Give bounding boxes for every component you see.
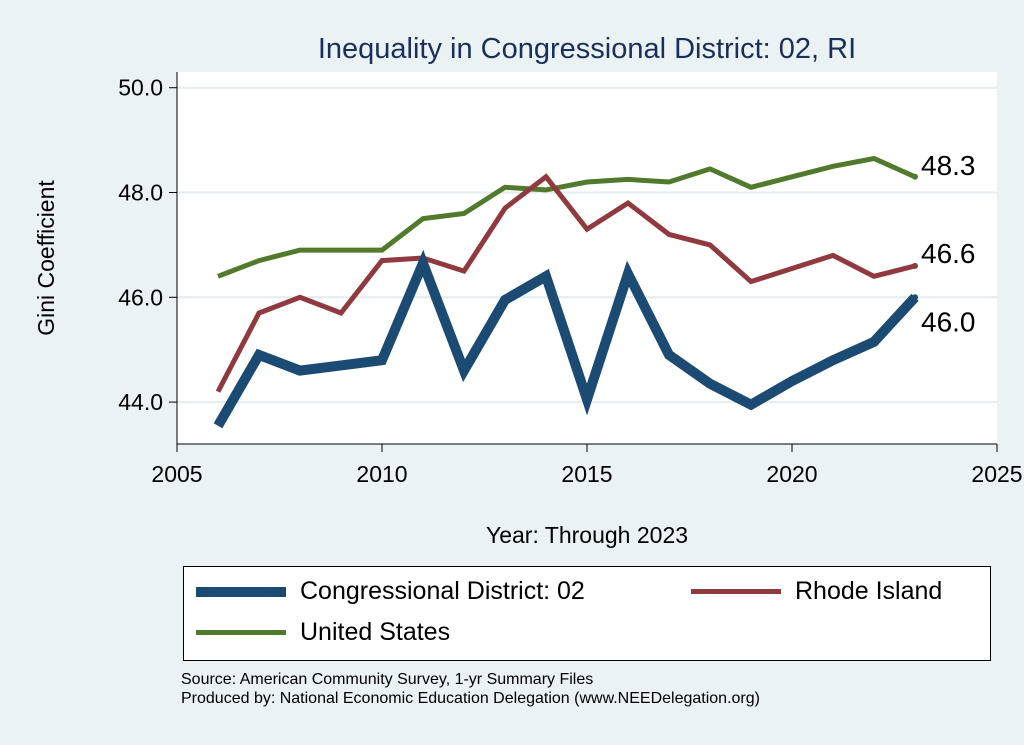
x-axis-title: Year: Through 2023 xyxy=(486,522,688,548)
series-line-0 xyxy=(213,249,919,429)
legend-item-rhode-island: Rhode Island xyxy=(691,577,942,606)
end-label-2: 48.3 xyxy=(921,150,976,181)
producer-note: Produced by: National Economic Education… xyxy=(181,690,760,707)
y-tick-label-44: 44.0 xyxy=(118,389,163,415)
end-label-0: 46.0 xyxy=(921,306,976,337)
end-label-1: 46.6 xyxy=(921,238,976,269)
x-tick-label-2010: 2010 xyxy=(356,461,407,487)
plot-area xyxy=(177,72,997,444)
series-end-marker-2 xyxy=(912,173,918,180)
series-end-marker-1 xyxy=(912,262,918,269)
series-line-1 xyxy=(215,173,916,393)
y-tick-label-46: 46.0 xyxy=(118,284,163,310)
legend-item-district: Congressional District: 02 xyxy=(196,577,585,606)
chart-svg: 44.0 46.0 48.0 50.0 2005 2010 2015 2020 2025 Ineq… xyxy=(33,33,1023,548)
y-tick-label-48: 48.0 xyxy=(118,180,163,206)
legend-label-district: Congressional District: 02 xyxy=(300,577,585,605)
legend: Congressional District: 02 Rhode Island … xyxy=(183,566,991,661)
y-tick-label-50: 50.0 xyxy=(118,75,163,101)
x-tick-label-2020: 2020 xyxy=(766,461,817,487)
series-end-marker-0 xyxy=(912,294,918,301)
source-note: Source: American Community Survey, 1-yr … xyxy=(181,671,594,688)
legend-label-united-states: United States xyxy=(300,618,451,646)
legend-swatch-district xyxy=(196,586,286,597)
x-tick-label-2005: 2005 xyxy=(151,461,202,487)
x-tick-label-2025: 2025 xyxy=(971,461,1022,487)
y-axis-title: Gini Coefficient xyxy=(33,180,59,336)
legend-swatch-rhode-island xyxy=(691,589,781,594)
legend-swatch-united-states xyxy=(196,630,286,635)
legend-item-united-states: United States xyxy=(196,618,450,647)
chart-title: Inequality in Congressional District: 02… xyxy=(318,33,856,65)
series-line-2 xyxy=(217,155,917,279)
legend-label-rhode-island: Rhode Island xyxy=(795,577,943,605)
x-tick-label-2015: 2015 xyxy=(561,461,612,487)
